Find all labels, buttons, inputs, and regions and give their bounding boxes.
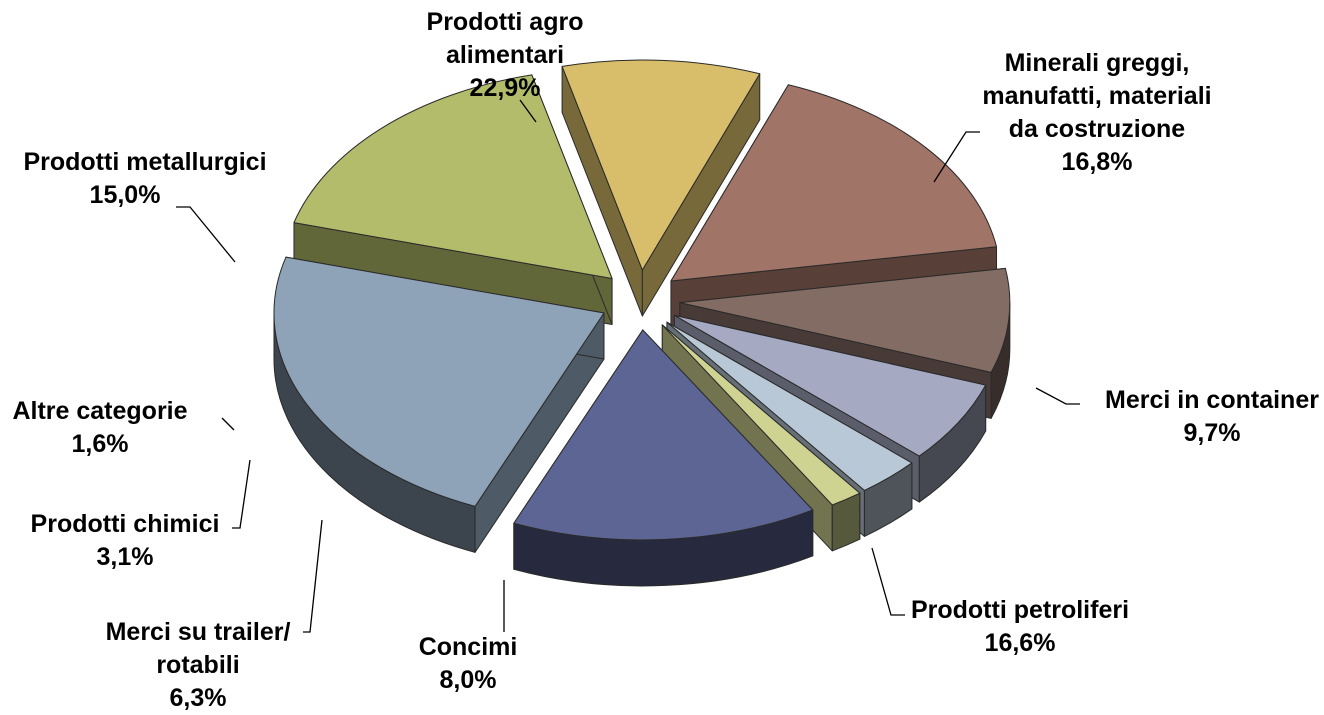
slice-label-minerali-line2: da costruzione (1009, 115, 1186, 143)
label-minerali: Minerali greggi, manufatti, materiali da c… (982, 49, 1211, 176)
slice-value-concimi: 8,0% (440, 666, 497, 694)
leader-line-agro (519, 99, 537, 123)
slice-value-minerali: 16,8% (1062, 148, 1133, 176)
slice-label-minerali-line0: Minerali greggi, (1005, 49, 1190, 77)
label-concimi: Concimi 8,0% (419, 633, 518, 694)
label-chimici: Prodotti chimici 3,1% (31, 510, 220, 571)
slice-agro (273, 256, 605, 553)
slice-label-chimici-line0: Prodotti chimici (31, 510, 220, 538)
leader-line-petroliferi (871, 547, 905, 616)
slice-label-concimi-line0: Concimi (419, 633, 518, 661)
slice-label-agro-line0: Prodotti agro (427, 8, 584, 36)
slice-label-petroliferi-line0: Prodotti petroliferi (911, 596, 1129, 624)
slice-top-metallurgici (513, 329, 814, 541)
leader-line-trailer (303, 519, 323, 633)
slice-top-minerali (293, 74, 613, 280)
leader-line-minerali (933, 131, 980, 183)
slice-value-trailer: 6,3% (170, 684, 227, 712)
label-container: Merci in container 9,7% (1105, 386, 1319, 447)
label-trailer: Merci su trailer/rotabili 6,3% (106, 618, 291, 712)
slice-label-trailer-line0: Merci su trailer/ (106, 618, 291, 646)
slice-metallurgici (513, 329, 814, 587)
slices-layer (273, 59, 1011, 587)
slice-value-metallurgici: 15,0% (90, 181, 161, 209)
labels-layer: Prodotti agro alimentari 22,9% Minerali gre… (12, 8, 1319, 712)
leader-line-altre (221, 417, 235, 431)
label-agro: Prodotti agro alimentari 22,9% (427, 8, 584, 102)
leader-line-container (1035, 387, 1080, 405)
slice-top-agro (273, 256, 605, 507)
slice-value-petroliferi: 16,6% (985, 629, 1056, 657)
slice-top-trailer (673, 314, 987, 457)
leader-line-metallurgici (176, 206, 236, 263)
slice-label-trailer-line1: rotabili (156, 651, 239, 679)
leader-line-chimici (232, 459, 251, 529)
leader-lines (176, 99, 1080, 633)
slice-container (561, 59, 761, 317)
slice-label-container-line0: Merci in container (1105, 386, 1319, 414)
slice-top-altre (661, 324, 861, 506)
slice-label-agro-line1: alimentari (446, 41, 564, 69)
slice-label-minerali-line1: manufatti, materiali (982, 82, 1211, 110)
slice-minerali (293, 74, 613, 326)
slice-label-altre-line0: Altre categorie (12, 397, 187, 425)
slice-value-altre: 1,6% (72, 430, 129, 458)
slice-value-container: 9,7% (1184, 419, 1241, 447)
slice-value-chimici: 3,1% (97, 543, 154, 571)
slice-top-petroliferi (670, 84, 998, 282)
slice-top-chimici (666, 321, 913, 491)
slice-top-container (561, 59, 761, 271)
slice-top-concimi (679, 267, 1011, 373)
label-metallurgici: Prodotti metallurgici 15,0% (23, 148, 266, 209)
slice-label-metallurgici-line0: Prodotti metallurgici (23, 148, 266, 176)
slice-value-agro: 22,9% (470, 74, 541, 102)
label-altre: Altre categorie 1,6% (12, 397, 187, 458)
label-petroliferi: Prodotti petroliferi 16,6% (911, 596, 1129, 657)
